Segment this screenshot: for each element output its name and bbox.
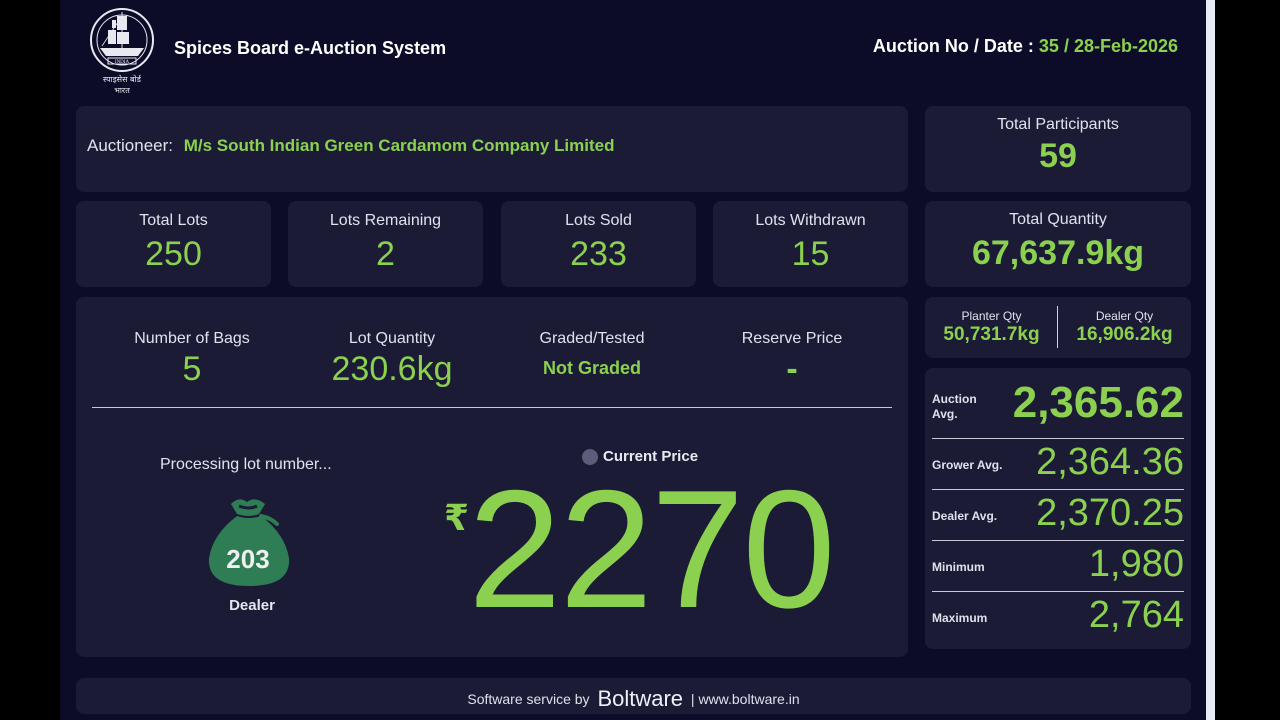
lot-number: 203 bbox=[226, 544, 270, 574]
total-lots-card: Total Lots 250 bbox=[76, 201, 271, 287]
stat-value: 15 bbox=[791, 235, 830, 273]
svg-text:INDIA: INDIA bbox=[115, 60, 130, 65]
dealer-avg-value: 2,370.25 bbox=[1036, 492, 1184, 534]
footer: Software service by Boltware | www.boltw… bbox=[76, 678, 1191, 714]
current-lot-panel: Number of Bags 5 Lot Quantity 230.6kg Gr… bbox=[76, 297, 908, 657]
grower-avg-label: Grower Avg. bbox=[932, 458, 1003, 472]
auction-label: Auction No / Date : bbox=[872, 36, 1034, 56]
svg-text:भारत: भारत bbox=[114, 86, 130, 95]
planter-qty-label: Planter Qty bbox=[961, 309, 1022, 323]
dealer-qty: Dealer Qty 16,906.2kg bbox=[1058, 297, 1191, 358]
dealer-avg-row: Dealer Avg. 2,370.25 bbox=[932, 489, 1184, 540]
stat-value: 250 bbox=[145, 235, 202, 273]
reserve-price: Reserve Price - bbox=[692, 330, 892, 389]
auction-value: 35 / 28-Feb-2026 bbox=[1038, 36, 1178, 56]
auction-avg-label: Auction Avg. bbox=[932, 392, 977, 421]
participants-label: Total Participants bbox=[997, 116, 1119, 133]
auctioneer-card: Auctioneer: M/s South Indian Green Carda… bbox=[76, 106, 908, 192]
dealer-qty-label: Dealer Qty bbox=[1095, 309, 1154, 323]
total-participants-card: Total Participants 59 bbox=[925, 106, 1191, 192]
scrollbar[interactable] bbox=[1206, 0, 1215, 720]
bags-value: 5 bbox=[182, 350, 202, 388]
current-price-value: 2270 bbox=[468, 455, 836, 643]
stat-label: Lots Sold bbox=[565, 212, 632, 229]
auction-avg-value: 2,365.62 bbox=[1012, 378, 1184, 427]
grower-avg-value: 2,364.36 bbox=[1036, 441, 1184, 483]
reserve-value: - bbox=[786, 350, 798, 388]
dealer-qty-value: 16,906.2kg bbox=[1076, 324, 1173, 345]
participants-value: 59 bbox=[1039, 137, 1077, 175]
maximum-row: Maximum 2,764 bbox=[932, 591, 1184, 642]
stat-value: 233 bbox=[570, 235, 627, 273]
auction-avg-row: Auction Avg. 2,365.62 bbox=[932, 374, 1184, 438]
graded-tested: Graded/Tested Not Graded bbox=[492, 330, 692, 379]
seller-type: Dealer bbox=[229, 597, 275, 614]
minimum-value: 1,980 bbox=[1088, 543, 1184, 585]
money-bag-icon bbox=[208, 499, 290, 586]
svg-text:स्पाइसेस बोर्ड: स्पाइसेस बोर्ड bbox=[103, 74, 142, 84]
minimum-label: Minimum bbox=[932, 560, 985, 574]
lots-remaining-card: Lots Remaining 2 bbox=[288, 201, 483, 287]
lot-quantity: Lot Quantity 230.6kg bbox=[292, 330, 492, 389]
number-of-bags: Number of Bags 5 bbox=[92, 330, 292, 389]
auction-dashboard: INDIA स्पाइसेस बोर्ड भारत Spices Board e… bbox=[60, 0, 1206, 720]
lot-qty-value: 230.6kg bbox=[331, 350, 453, 388]
planter-qty: Planter Qty 50,731.7kg bbox=[925, 297, 1058, 358]
stat-label: Total Lots bbox=[139, 212, 208, 229]
lots-withdrawn-card: Lots Withdrawn 15 bbox=[713, 201, 908, 287]
divider-line bbox=[92, 407, 892, 408]
auction-number-date: Auction No / Date : 35 / 28-Feb-2026 bbox=[873, 36, 1178, 57]
stat-label: Lots Remaining bbox=[329, 212, 442, 229]
spices-board-logo-icon: INDIA स्पाइसेस बोर्ड भारत bbox=[90, 8, 154, 95]
price-averages-card: Auction Avg. 2,365.62 Grower Avg. 2,364.… bbox=[925, 368, 1191, 649]
quantity-value: 67,637.9kg bbox=[971, 234, 1145, 272]
current-price-label: Current Price bbox=[603, 448, 699, 465]
lot-qty-label: Lot Quantity bbox=[348, 330, 436, 347]
minimum-row: Minimum 1,980 bbox=[932, 540, 1184, 591]
lots-sold-card: Lots Sold 233 bbox=[501, 201, 696, 287]
planter-qty-value: 50,731.7kg bbox=[943, 324, 1040, 345]
rupee-icon: ₹ bbox=[444, 497, 470, 538]
auctioneer-label: Auctioneer: bbox=[87, 136, 173, 155]
footer-website-link[interactable]: | www.boltware.in bbox=[690, 691, 800, 707]
stat-label: Lots Withdrawn bbox=[755, 212, 866, 229]
bags-label: Number of Bags bbox=[134, 330, 250, 347]
maximum-label: Maximum bbox=[932, 611, 988, 625]
total-quantity-card: Total Quantity 67,637.9kg bbox=[925, 201, 1191, 287]
dealer-avg-label: Dealer Avg. bbox=[932, 509, 998, 523]
planter-dealer-qty-card: Planter Qty 50,731.7kg Dealer Qty 16,906… bbox=[925, 297, 1191, 358]
processing-status: Processing lot number... bbox=[160, 456, 332, 473]
reserve-label: Reserve Price bbox=[741, 330, 843, 347]
graded-label: Graded/Tested bbox=[539, 330, 645, 347]
app-title: Spices Board e-Auction System bbox=[174, 38, 447, 58]
quantity-label: Total Quantity bbox=[1009, 211, 1107, 228]
grower-avg-row: Grower Avg. 2,364.36 bbox=[932, 438, 1184, 489]
graded-value: Not Graded bbox=[542, 358, 641, 378]
auctioneer-name: M/s South Indian Green Cardamom Company … bbox=[183, 136, 615, 155]
maximum-value: 2,764 bbox=[1088, 594, 1184, 636]
stat-value: 2 bbox=[376, 235, 395, 273]
boltware-logo: Boltware bbox=[597, 686, 684, 711]
qty-divider bbox=[1057, 306, 1058, 348]
status-indicator-icon bbox=[582, 449, 598, 465]
footer-prefix: Software service by bbox=[467, 691, 590, 707]
